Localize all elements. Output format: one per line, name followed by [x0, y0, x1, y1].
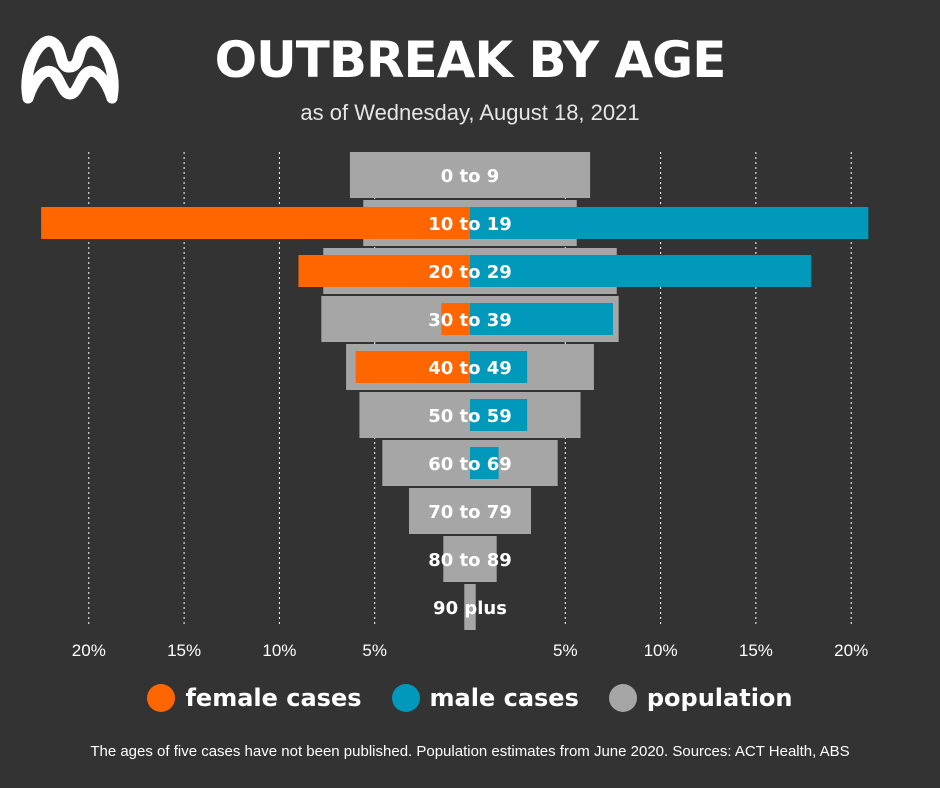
legend-item-male: male cases — [391, 684, 579, 712]
legend-label-population: population — [646, 684, 793, 712]
abc-logo — [21, 35, 119, 104]
age-group-label: 10 to 19 — [428, 214, 512, 235]
x-tick-label: 5% — [553, 641, 578, 660]
footnote: The ages of five cases have not been pub… — [90, 743, 850, 760]
age-group-label: 50 to 59 — [428, 406, 512, 427]
x-tick-label: 15% — [167, 641, 201, 660]
x-tick-label: 5% — [362, 641, 387, 660]
population-bar — [464, 584, 476, 630]
x-tick-label: 15% — [739, 641, 773, 660]
female-case-bar — [441, 303, 470, 335]
female-case-bar — [355, 351, 470, 383]
chart-title: OUTBREAK BY AGE — [214, 31, 727, 89]
population-swatch-icon — [608, 684, 637, 712]
chart-subtitle: as of Wednesday, August 18, 2021 — [300, 100, 640, 125]
male-case-bar — [470, 447, 499, 479]
male-case-bar — [470, 399, 528, 431]
age-group-label: 70 to 79 — [428, 502, 512, 523]
age-labels: 0 to 9 10 to 19 20 to 29 30 to 39 40 to 49 50… — [428, 166, 512, 619]
legend-label-female: female cases — [185, 684, 362, 712]
legend-item-population: population — [608, 684, 793, 712]
female-case-bar — [41, 207, 471, 239]
age-group-label: 0 to 9 — [441, 166, 500, 187]
x-tick-label: 10% — [644, 641, 678, 660]
population-bar — [349, 152, 591, 198]
age-group-label: 80 to 89 — [428, 550, 512, 571]
x-tick-label: 20% — [834, 641, 868, 660]
age-group-label: 60 to 69 — [428, 454, 512, 475]
x-axis-ticks: 20% 15% 10% 5% 5% 10% 15% 20% — [72, 641, 868, 660]
male-case-bar — [470, 255, 812, 287]
gridlines — [88, 152, 852, 626]
male-case-bar — [470, 351, 528, 383]
female-case-bar — [298, 255, 470, 287]
age-group-label: 30 to 39 — [428, 310, 512, 331]
male-case-bar — [470, 303, 613, 335]
male-swatch-icon — [391, 684, 420, 712]
male-case-bar — [470, 207, 869, 239]
x-tick-label: 10% — [262, 641, 296, 660]
population-bar — [409, 488, 531, 534]
age-group-label: 20 to 29 — [428, 262, 512, 283]
population-pyramid-chart: 0 to 9 10 to 19 20 to 29 30 to 39 40 to 49 50… — [41, 152, 869, 660]
female-swatch-icon — [147, 684, 176, 712]
x-tick-label: 20% — [72, 641, 106, 660]
population-bar — [443, 536, 497, 582]
legend: female cases male cases population — [0, 678, 940, 718]
age-group-label: 40 to 49 — [428, 358, 512, 379]
age-group-label: 90 plus — [433, 598, 507, 619]
legend-item-female: female cases — [147, 684, 362, 712]
legend-label-male: male cases — [429, 684, 579, 712]
case-bars — [41, 207, 869, 479]
